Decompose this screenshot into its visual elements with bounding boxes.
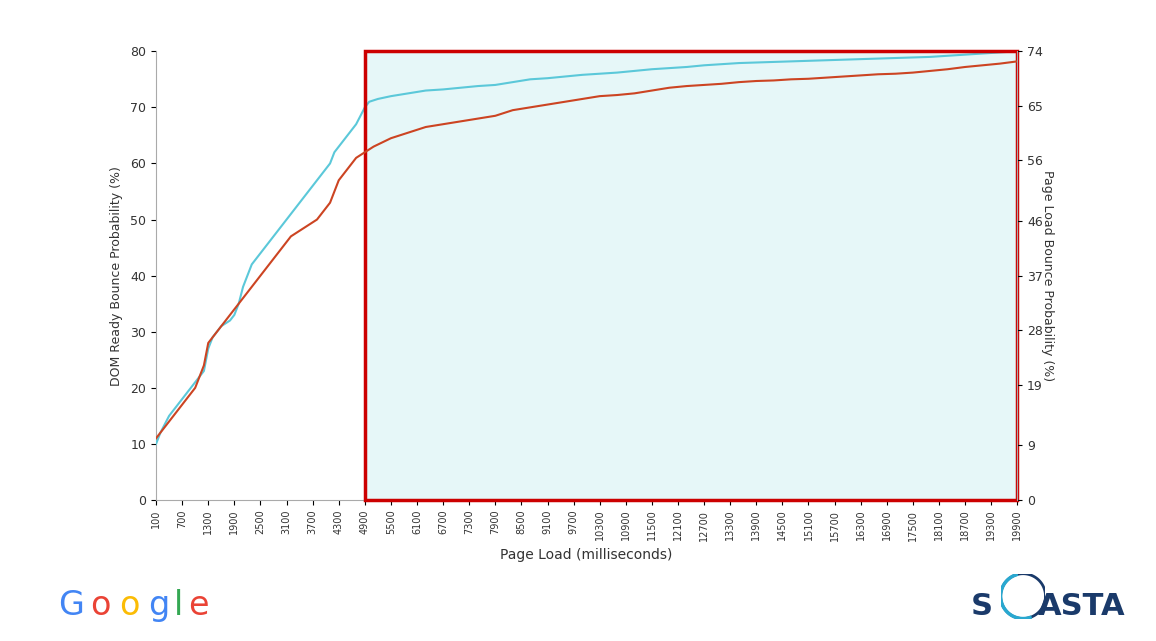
Bar: [365, 51, 1017, 500]
Text: l: l: [173, 589, 183, 622]
Y-axis label: DOM Ready Bounce Probability (%): DOM Ready Bounce Probability (%): [110, 165, 124, 386]
Y-axis label: Page Load Bounce Probability (%): Page Load Bounce Probability (%): [1042, 170, 1054, 381]
Text: S: S: [971, 592, 993, 621]
Text: o: o: [119, 589, 140, 622]
Text: ASTA: ASTA: [1038, 592, 1126, 621]
X-axis label: Page Load (milliseconds): Page Load (milliseconds): [501, 547, 673, 562]
Text: o: o: [90, 589, 111, 622]
Text: g: g: [148, 589, 169, 622]
Text: e: e: [188, 589, 209, 622]
Bar: [365, 51, 1017, 500]
Text: G: G: [58, 589, 83, 622]
